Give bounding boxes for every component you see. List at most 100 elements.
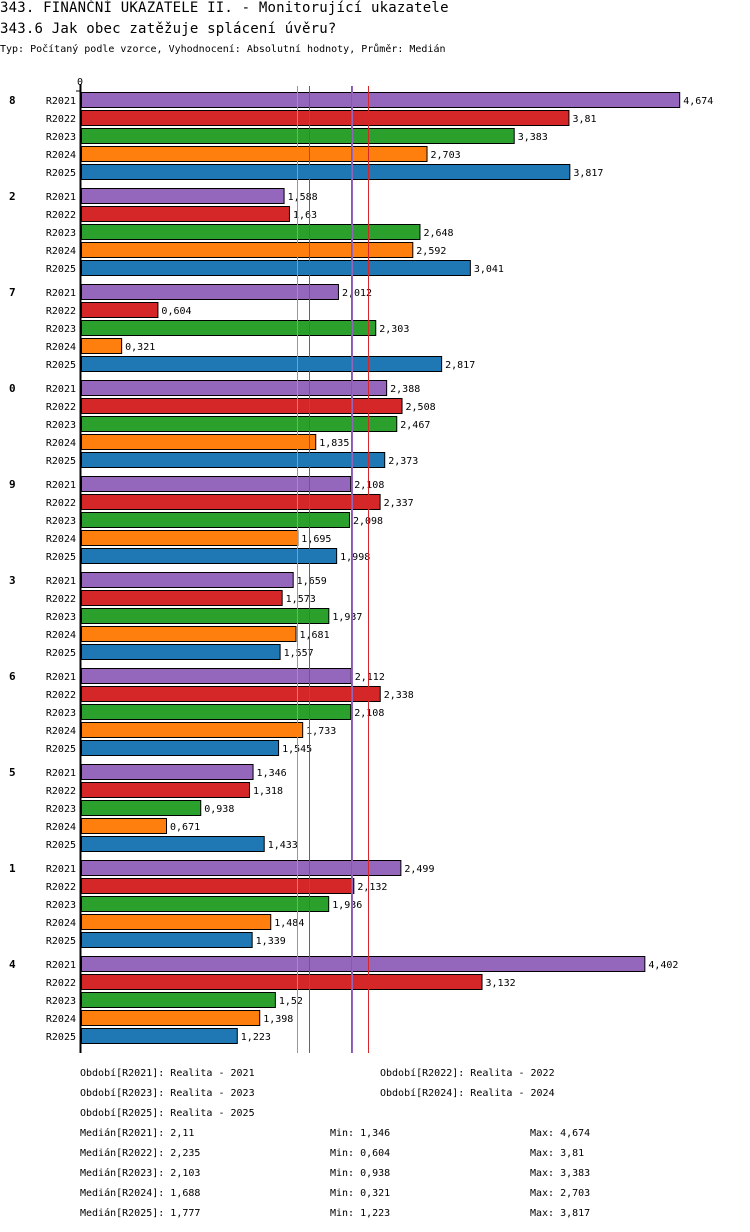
- value-label-6-R2021: 2,112: [355, 672, 385, 683]
- row-label: R2023: [46, 324, 76, 335]
- row-label: R2023: [46, 708, 76, 719]
- row-label: R2025: [46, 264, 76, 275]
- group-label-0: 0: [9, 382, 16, 395]
- bar-7-R2022: [81, 302, 159, 318]
- value-label-1-R2022: 2,132: [357, 882, 387, 893]
- row-label: R2023: [46, 996, 76, 1007]
- value-label-5-R2023: 0,938: [204, 804, 234, 815]
- bar-7-R2025: [81, 356, 443, 372]
- bar-7-R2024: [81, 338, 123, 354]
- bar-chart: 8 R2021 4,674 R2022 3,81 R2023 3,383 R2024 2,703…: [9, 77, 713, 1053]
- bar-2-R2024: [81, 242, 414, 258]
- value-label-8-R2023: 3,383: [518, 132, 548, 143]
- row-label: R2022: [46, 690, 76, 701]
- value-label-8-R2022: 3,81: [572, 114, 596, 125]
- value-label-3-R2025: 1,557: [284, 648, 314, 659]
- row-label: R2022: [46, 498, 76, 509]
- bar-6-R2025: [81, 740, 280, 756]
- group-label-6: 6: [9, 670, 16, 683]
- bar-3-R2023: [81, 608, 330, 624]
- row-label: R2024: [46, 822, 76, 833]
- value-label-0-R2021: 2,388: [390, 384, 420, 395]
- bar-5-R2023: [81, 800, 202, 816]
- group-label-3: 3: [9, 574, 16, 587]
- row-label: R2022: [46, 402, 76, 413]
- chart-subtitle: Typ: Počítaný podle vzorce, Vyhodnocení:…: [0, 44, 446, 55]
- value-label-1-R2023: 1,936: [332, 900, 362, 911]
- legend-period-r2022: Období[R2022]: Realita - 2022: [380, 1068, 555, 1079]
- legend-period-r2025: Období[R2025]: Realita - 2025: [80, 1108, 255, 1119]
- row-label: R2025: [46, 168, 76, 179]
- row-label: R2021: [46, 864, 76, 875]
- value-label-0-R2022: 2,508: [406, 402, 436, 413]
- value-label-9-R2022: 2,337: [384, 498, 414, 509]
- row-label: R2023: [46, 420, 76, 431]
- bar-9-R2021: [81, 476, 352, 492]
- row-label: R2023: [46, 516, 76, 527]
- stat-min-r2021: Min: 1,346: [330, 1128, 391, 1139]
- bar-2-R2022: [81, 206, 290, 222]
- value-label-0-R2023: 2,467: [400, 420, 430, 431]
- value-label-8-R2021: 4,674: [683, 96, 713, 107]
- row-label: R2021: [46, 768, 76, 779]
- x-tick-label-0: 0: [77, 77, 83, 88]
- legend-period-r2024: Období[R2024]: Realita - 2024: [380, 1088, 555, 1099]
- row-label: R2024: [46, 246, 76, 257]
- bar-8-R2024: [81, 146, 428, 162]
- bar-4-R2025: [81, 1028, 238, 1044]
- bar-3-R2022: [81, 590, 283, 606]
- value-label-6-R2024: 1,733: [306, 726, 336, 737]
- value-label-6-R2023: 2,108: [354, 708, 384, 719]
- bar-1-R2022: [81, 878, 355, 894]
- bar-7-R2023: [81, 320, 377, 336]
- bar-0-R2025: [81, 452, 386, 468]
- bar-0-R2022: [81, 398, 403, 414]
- value-label-8-R2024: 2,703: [431, 150, 461, 161]
- row-label: R2021: [46, 192, 76, 203]
- stat-median-r2022: Medián[R2022]: 2,235: [80, 1148, 201, 1159]
- bar-0-R2023: [81, 416, 398, 432]
- row-label: R2022: [46, 978, 76, 989]
- bar-7-R2021: [81, 284, 339, 300]
- stat-max-r2021: Max: 4,674: [530, 1128, 591, 1139]
- row-label: R2022: [46, 114, 76, 125]
- value-label-4-R2023: 1,52: [279, 996, 303, 1007]
- value-label-7-R2023: 2,303: [379, 324, 409, 335]
- value-label-7-R2024: 0,321: [125, 342, 155, 353]
- value-label-7-R2025: 2,817: [445, 360, 475, 371]
- bar-8-R2022: [81, 110, 570, 126]
- row-label: R2024: [46, 1014, 76, 1025]
- value-label-1-R2024: 1,484: [274, 918, 304, 929]
- value-label-3-R2023: 1,937: [332, 612, 362, 623]
- value-label-5-R2025: 1,433: [268, 840, 298, 851]
- value-label-7-R2021: 2,012: [342, 288, 372, 299]
- value-label-6-R2022: 2,338: [384, 690, 414, 701]
- value-label-4-R2021: 4,402: [648, 960, 678, 971]
- bar-4-R2023: [81, 992, 276, 1008]
- legend-period-r2023: Období[R2023]: Realita - 2023: [80, 1088, 255, 1099]
- value-label-2-R2023: 2,648: [423, 228, 453, 239]
- bar-5-R2021: [81, 764, 254, 780]
- row-label: R2025: [46, 456, 76, 467]
- row-label: R2022: [46, 786, 76, 797]
- stat-min-r2023: Min: 0,938: [330, 1168, 391, 1179]
- row-label: R2023: [46, 228, 76, 239]
- bar-2-R2021: [81, 188, 285, 204]
- row-label: R2021: [46, 480, 76, 491]
- group-label-9: 9: [9, 478, 16, 491]
- stat-min-r2024: Min: 0,321: [330, 1188, 391, 1199]
- row-label: R2023: [46, 804, 76, 815]
- question-title: 343.6 Jak obec zatěžuje splácení úvěru?: [0, 21, 337, 37]
- bar-5-R2024: [81, 818, 168, 834]
- value-label-0-R2024: 1,835: [319, 438, 349, 449]
- value-label-5-R2022: 1,318: [253, 786, 283, 797]
- row-label: R2024: [46, 630, 76, 641]
- value-label-3-R2021: 1,659: [297, 576, 327, 587]
- row-label: R2024: [46, 534, 76, 545]
- value-label-2-R2021: 1,588: [288, 192, 318, 203]
- row-label: R2025: [46, 936, 76, 947]
- row-label: R2023: [46, 132, 76, 143]
- row-label: R2022: [46, 882, 76, 893]
- value-label-9-R2021: 2,108: [354, 480, 384, 491]
- bar-0-R2024: [81, 434, 317, 450]
